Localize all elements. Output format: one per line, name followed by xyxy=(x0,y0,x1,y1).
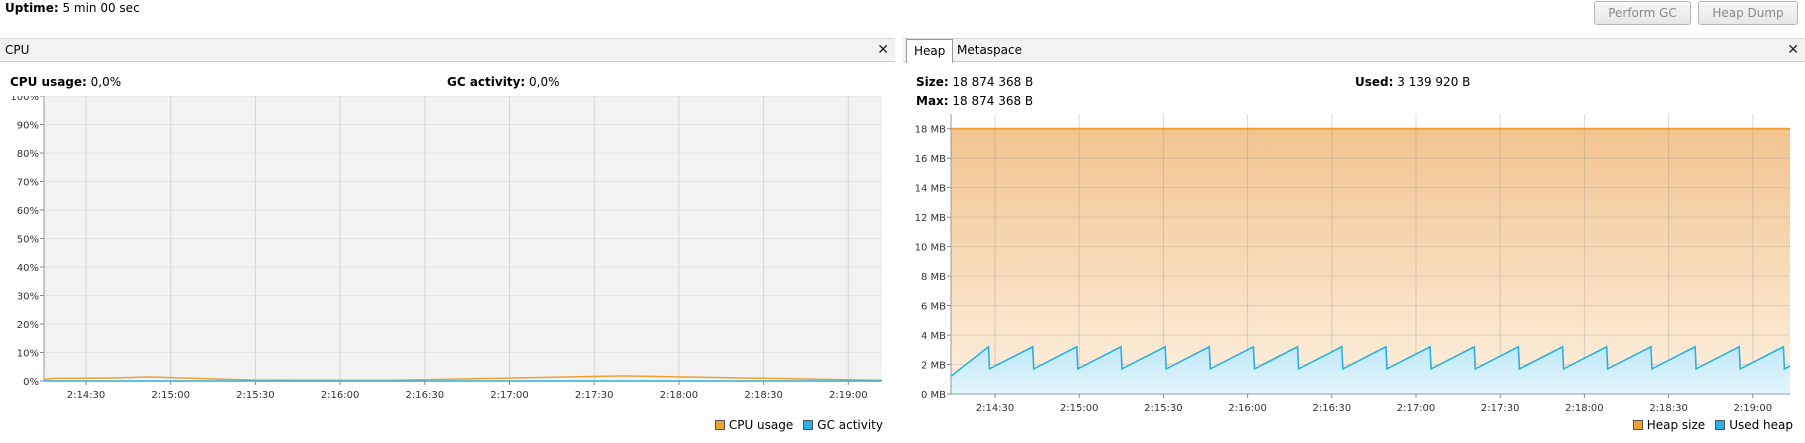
y-tick-label: 10 MB xyxy=(915,243,947,254)
cpu-usage-value: 0,0% xyxy=(90,75,122,89)
x-tick-label: 2:17:00 xyxy=(490,390,529,401)
cpu-usage-stat: CPU usage: 0,0% xyxy=(10,75,121,89)
y-tick-label: 16 MB xyxy=(915,154,947,165)
gc-activity-label: GC activity: xyxy=(447,75,526,89)
x-tick-label: 2:14:30 xyxy=(976,403,1015,414)
y-tick-label: 6 MB xyxy=(921,302,946,313)
y-tick-label: 60% xyxy=(17,206,39,217)
y-tick-label: 90% xyxy=(17,121,39,132)
y-tick-label: 70% xyxy=(17,178,39,189)
x-tick-label: 2:18:30 xyxy=(744,390,783,401)
top-bar: Uptime: 5 min 00 sec Perform GC Heap Dum… xyxy=(0,0,1805,30)
y-tick-label: 0% xyxy=(23,377,39,388)
cpu-tab-bar: CPU ✕ xyxy=(0,38,895,62)
heap-used-label: Used: xyxy=(1355,75,1394,89)
cpu-usage-swatch xyxy=(714,420,725,430)
x-tick-label: 2:18:00 xyxy=(660,390,699,401)
heap-max-stat: Max: 18 874 368 B xyxy=(916,94,1033,108)
y-tick-label: 50% xyxy=(17,235,39,246)
x-tick-label: 2:16:30 xyxy=(406,390,445,401)
heap-legend: Heap size Used heap xyxy=(1623,418,1793,432)
x-tick-label: 2:14:30 xyxy=(67,390,106,401)
heap-used-stat: Used: 3 139 920 B xyxy=(1355,75,1470,89)
legend-label: CPU usage xyxy=(728,418,794,432)
heap-chart: 0 MB 2 MB 4 MB 6 MB 8 MB 10 MB 12 MB 14 MB 16 MB… xyxy=(915,114,1791,414)
gc-activity-stat: GC activity: 0,0% xyxy=(447,75,560,89)
y-tick-label: 8 MB xyxy=(921,272,946,283)
cpu-panel: CPU ✕ CPU usage: 0,0% GC activity: 0,0% … xyxy=(0,38,895,443)
legend-label: Used heap xyxy=(1729,418,1793,432)
perform-gc-button[interactable]: Perform GC xyxy=(1594,1,1691,25)
x-tick-label: 2:19:00 xyxy=(829,390,868,401)
x-tick-label: 2:15:00 xyxy=(1060,403,1099,414)
gc-activity-value: 0,0% xyxy=(529,75,560,89)
heap-size-label: Size: xyxy=(916,75,949,89)
x-tick-label: 2:16:00 xyxy=(1228,403,1267,414)
x-tick-label: 2:17:00 xyxy=(1397,403,1436,414)
used-heap-swatch xyxy=(1715,420,1726,430)
heap-tab-bar: Heap Metaspace ✕ xyxy=(903,38,1805,63)
heap-max-value: 18 874 368 B xyxy=(952,94,1034,108)
series-line xyxy=(43,375,883,382)
legend-item-gc-activity: GC activity xyxy=(803,418,883,432)
heap-panel: Heap Metaspace ✕ Size: 18 874 368 B Max:… xyxy=(903,38,1805,443)
cpu-usage-label: CPU usage: xyxy=(10,75,87,89)
tab-metaspace[interactable]: Metaspace xyxy=(957,43,1022,57)
y-tick-label: 30% xyxy=(17,292,39,303)
heap-max-label: Max: xyxy=(916,94,949,108)
x-tick-label: 2:15:00 xyxy=(151,390,190,401)
legend-item-heap-size: Heap size xyxy=(1632,418,1706,432)
used-heap-line xyxy=(950,345,1791,377)
cpu-panel-title: CPU xyxy=(5,43,30,57)
y-tick-label: 12 MB xyxy=(915,213,947,224)
x-tick-label: 2:17:30 xyxy=(575,390,614,401)
x-tick-label: 2:16:30 xyxy=(1313,403,1352,414)
legend-item-cpu-usage: CPU usage xyxy=(714,418,794,432)
heap-used-value: 3 139 920 B xyxy=(1397,75,1471,89)
legend-label: GC activity xyxy=(817,418,883,432)
y-tick-label: 80% xyxy=(17,149,39,160)
y-tick-label: 2 MB xyxy=(921,361,946,372)
legend-label: Heap size xyxy=(1646,418,1706,432)
x-tick-label: 2:18:30 xyxy=(1649,403,1688,414)
close-icon[interactable]: ✕ xyxy=(877,42,889,58)
heap-size-stat: Size: 18 874 368 B xyxy=(916,75,1033,89)
y-tick-label: 18 MB xyxy=(915,125,947,136)
y-tick-label: 20% xyxy=(17,320,39,331)
used-heap-area xyxy=(951,346,1790,394)
close-icon[interactable]: ✕ xyxy=(1787,42,1799,58)
y-tick-label: 100% xyxy=(10,96,39,103)
x-tick-label: 2:15:30 xyxy=(1144,403,1183,414)
cpu-legend: CPU usage GC activity xyxy=(705,418,883,432)
y-tick-label: 14 MB xyxy=(915,184,947,195)
y-tick-label: 40% xyxy=(17,263,39,274)
x-tick-label: 2:19:00 xyxy=(1734,403,1773,414)
uptime-label: Uptime: xyxy=(5,1,59,15)
y-tick-label: 0 MB xyxy=(921,390,946,401)
heap-size-value: 18 874 368 B xyxy=(952,75,1034,89)
legend-item-used-heap: Used heap xyxy=(1715,418,1793,432)
x-tick-label: 2:16:00 xyxy=(321,390,360,401)
uptime: Uptime: 5 min 00 sec xyxy=(5,1,140,15)
x-tick-label: 2:15:30 xyxy=(236,390,275,401)
cpu-chart: 0% 10% 20% 30% 40% 50% 60% 70% 80% 90% 100% 2:14:30… xyxy=(10,96,883,401)
heap-size-swatch xyxy=(1632,420,1643,430)
uptime-value: 5 min 00 sec xyxy=(62,1,140,15)
y-tick-label: 4 MB xyxy=(921,331,946,342)
tab-heap[interactable]: Heap xyxy=(906,39,954,63)
y-tick-label: 10% xyxy=(17,349,39,360)
heap-dump-button[interactable]: Heap Dump xyxy=(1698,1,1798,25)
x-tick-label: 2:18:00 xyxy=(1565,403,1604,414)
gc-activity-swatch xyxy=(803,420,814,430)
x-tick-label: 2:17:30 xyxy=(1481,403,1520,414)
